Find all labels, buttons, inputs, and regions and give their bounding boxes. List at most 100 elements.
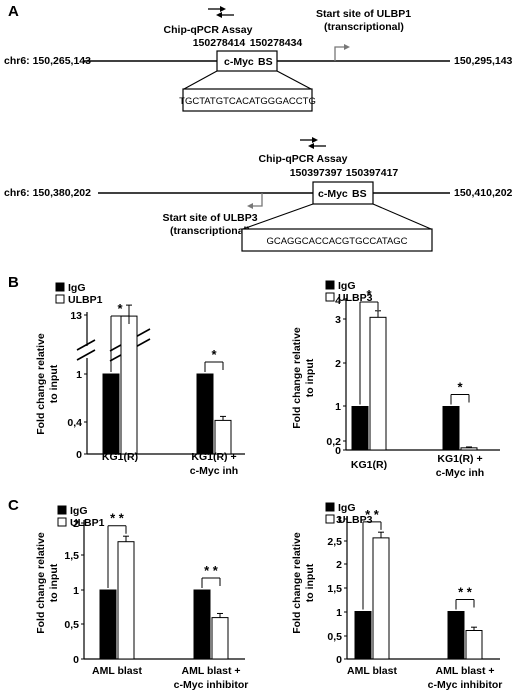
legend-label-ulbp1: ULBP1 (70, 517, 105, 529)
legend-label-igg: IgG (68, 282, 86, 294)
significance-marker: * (117, 301, 123, 316)
y-tick-label: 0,5 (327, 631, 342, 643)
start-site-sublabel: (transcriptional) (324, 21, 404, 33)
sequence-text: GCAGGCACCACGTGCCATAGC (266, 236, 407, 247)
significance-marker: * * (204, 563, 219, 578)
significance-marker: * (211, 347, 217, 362)
binding-site-box (216, 50, 278, 72)
bar-igg-1 (193, 589, 211, 660)
x-category-label: AML blast + c-Myc inhibitor (428, 665, 503, 691)
reverse-primer-arrow-icon (308, 143, 314, 149)
bar-igg-0 (351, 406, 369, 451)
y-tick-label: 0,2 (326, 436, 341, 448)
start-site-label: Start site of ULBP1 (316, 8, 411, 20)
panel-label-b: B (8, 274, 19, 291)
y-tick-label: 13 (70, 310, 82, 322)
chip-assay-label: Chip-qPCR Assay (164, 24, 253, 36)
y-tick-label: 0,4 (67, 417, 82, 429)
chr-left-label: chr6: 150,380,202 (4, 187, 91, 199)
bs-cmyc: c-Myc (318, 188, 348, 200)
sequence-box (182, 88, 313, 112)
bs-bs: BS (258, 56, 273, 68)
tss-arrow-icon (334, 46, 345, 61)
y-tick-label: 2 (73, 518, 79, 530)
y-tick-label: 1 (73, 585, 79, 597)
y-axis-label: Fold change relativeto input (291, 532, 316, 634)
x-category-label: KG1(R) (351, 459, 387, 471)
y-axis-label: Fold change relativeto input (35, 333, 60, 435)
position-end: 150278434 (250, 37, 303, 49)
significance-marker: * * (365, 507, 380, 522)
start-site-sublabel: (transcriptional) (170, 225, 250, 237)
sequence-text: TGCTATGTCACATGGGACCTG (179, 96, 316, 107)
bar-ulbp3-1 (465, 630, 483, 660)
legend-swatch-igg (325, 502, 335, 512)
position-start: 150278414 (193, 37, 246, 49)
x-category-label: AML blast (347, 665, 397, 677)
significance-marker: * * (110, 511, 125, 526)
legend-swatch-igg (325, 280, 335, 290)
y-axis-label: Fold change relativeto input (35, 532, 60, 634)
start-site-label: Start site of ULBP3 (162, 212, 257, 224)
bar-igg-1 (442, 406, 460, 451)
bs-cmyc: c-Myc (224, 56, 254, 68)
bar-ulbp1-1 (214, 419, 232, 455)
y-tick-label: 0,5 (64, 619, 79, 631)
axis-break-mark (76, 339, 96, 351)
y-axis-label: Fold change relativeto input (291, 327, 316, 429)
y-tick-label: 1,5 (64, 550, 79, 562)
significance-marker: * (457, 380, 463, 395)
axis-break-mark (76, 349, 96, 361)
bar-igg-1 (196, 373, 214, 455)
y-tick-label: 1 (76, 369, 82, 381)
reverse-primer-arrow-icon (216, 12, 222, 18)
bar-ulbp1-0 (117, 541, 135, 660)
bar-ulbp1-1 (211, 617, 229, 660)
y-tick-label: 0 (76, 449, 82, 461)
bar-ulbp1-0 (120, 315, 138, 455)
bar-ulbp3-0 (372, 537, 390, 660)
bs-bs: BS (352, 188, 367, 200)
legend-swatch-igg (57, 505, 67, 515)
y-tick-label: 4 (335, 295, 341, 307)
y-tick-label: 3 (335, 314, 341, 326)
forward-primer-arrow-icon (312, 137, 318, 143)
panel-label-a: A (8, 3, 19, 20)
panel-label-c: C (8, 497, 19, 514)
legend-swatch-ulbp3 (325, 292, 335, 302)
legend-label-igg: IgG (338, 280, 356, 292)
bar-ulbp3-0 (369, 316, 387, 451)
legend-swatch-ulbp3 (325, 514, 335, 524)
y-tick-label: 2 (335, 358, 341, 370)
chr-left-label: chr6: 150,265,143 (4, 55, 91, 67)
y-tick-label: 3 (336, 514, 342, 526)
y-tick-label: 2,5 (327, 536, 342, 548)
y-tick-label: 1,5 (327, 583, 342, 595)
position-end: 150397417 (346, 167, 399, 179)
locus-ulbp3: Chip-qPCR Assay 150397397 150397417 chr6… (4, 137, 513, 252)
y-tick-label: 0 (73, 654, 79, 666)
y-tick-label: 1 (335, 401, 341, 413)
sequence-box (241, 228, 433, 252)
legend-swatch-ulbp1 (55, 294, 65, 304)
y-tick-label: 0 (335, 445, 341, 457)
bar-igg-0 (99, 589, 117, 660)
bar-igg-0 (102, 373, 120, 455)
position-start: 150397397 (290, 167, 343, 179)
legend-swatch-ulbp1 (57, 517, 67, 527)
binding-site-box (312, 181, 374, 205)
tss-arrow-icon (252, 193, 263, 207)
y-tick-label: 0 (336, 654, 342, 666)
significance-marker: * (366, 287, 372, 302)
legend-swatch-igg (55, 282, 65, 292)
x-category-label: KG1(R) + c-Myc inh (436, 453, 484, 479)
legend-label-ulbp3: ULBP3 (338, 292, 373, 304)
chr-right-label: 150,410,202 (454, 187, 513, 199)
forward-primer-arrow-icon (220, 6, 226, 12)
y-tick-label: 1 (336, 607, 342, 619)
significance-marker: * * (458, 585, 473, 600)
